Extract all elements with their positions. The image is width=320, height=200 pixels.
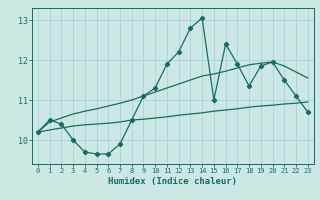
X-axis label: Humidex (Indice chaleur): Humidex (Indice chaleur) [108,177,237,186]
